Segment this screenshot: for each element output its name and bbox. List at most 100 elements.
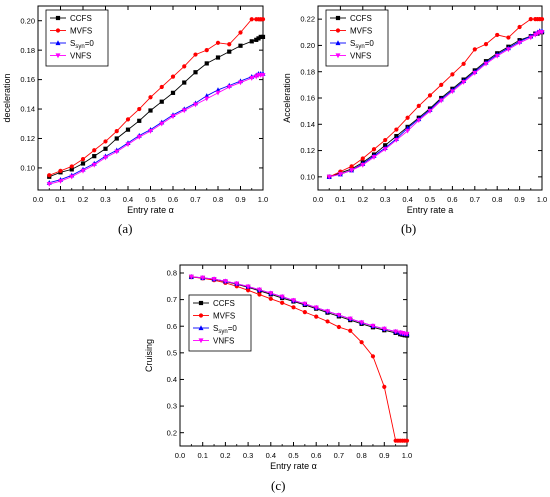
x-tick-label: 0.2	[358, 195, 368, 204]
data-point	[80, 156, 86, 162]
data-point	[148, 95, 153, 100]
y-tick-label: 0.12	[300, 146, 315, 155]
y-tick-label: 0.10	[20, 164, 35, 173]
data-point	[80, 168, 86, 174]
legend-swatch-marker	[198, 338, 204, 344]
data-point	[69, 167, 74, 172]
data-point	[517, 24, 522, 30]
data-point	[291, 298, 296, 304]
data-point	[125, 127, 131, 132]
data-point	[249, 39, 254, 44]
x-tick-label: 0.8	[213, 195, 223, 204]
data-point	[170, 74, 176, 79]
legend-swatch-marker	[335, 53, 341, 59]
data-point	[404, 331, 410, 337]
data-point	[472, 70, 478, 76]
caption-c: (c)	[271, 478, 286, 493]
chart-panel-3: 0.0 0.1 0.2 0.3 0.4 0.5 0.6 0.7 0.8 0.9 1.0 0.2 0.3 0…	[144, 264, 412, 471]
data-point	[360, 156, 365, 161]
data-point	[393, 329, 399, 335]
x-tick-label: 0.5	[288, 451, 298, 460]
y-tick-label: 0.6	[167, 322, 177, 331]
data-point	[302, 301, 308, 307]
data-point	[222, 279, 228, 284]
x-axis-label: Entry rate α	[127, 205, 174, 215]
data-point	[249, 17, 254, 22]
data-point	[234, 281, 240, 287]
data-point	[204, 96, 210, 102]
data-point	[405, 115, 410, 120]
data-point	[257, 292, 262, 297]
data-point	[382, 147, 388, 152]
data-point	[461, 61, 466, 66]
data-point	[249, 76, 255, 81]
x-tick-label: 0.0	[313, 195, 323, 204]
data-point	[103, 155, 108, 161]
data-point	[427, 93, 433, 98]
data-point	[227, 42, 232, 47]
data-point	[92, 154, 97, 159]
data-point	[483, 61, 489, 67]
x-tick-label: 0.9	[235, 195, 245, 204]
series-mvfs	[327, 17, 545, 179]
y-tick-label: 0.14	[20, 105, 35, 114]
caption-a: (a)	[118, 221, 133, 236]
data-point	[336, 312, 342, 318]
data-point	[370, 323, 376, 329]
data-point	[204, 61, 209, 66]
legend-label: Ssyn=0	[350, 39, 374, 50]
caption-b: (b)	[401, 221, 417, 236]
series-mvfs	[47, 17, 266, 178]
data-point	[472, 47, 477, 52]
data-point	[245, 284, 251, 290]
data-point	[381, 326, 387, 332]
data-point	[137, 118, 142, 123]
series-line	[49, 73, 263, 184]
data-point	[279, 294, 285, 300]
legend-label: CCFS	[350, 14, 372, 23]
data-point	[347, 316, 353, 322]
data-point	[427, 109, 433, 114]
legend-swatch-marker	[335, 15, 341, 21]
y-tick-label: 0.7	[167, 295, 177, 304]
y-tick-label: 0.4	[167, 375, 177, 384]
data-point	[528, 35, 534, 41]
data-point	[256, 287, 262, 293]
y-tick-label: 0.20	[300, 41, 315, 50]
y-tick-label: 0.2	[167, 428, 177, 437]
data-point	[505, 47, 511, 53]
y-tick-label: 0.16	[300, 94, 315, 103]
legend-label: MVFS	[213, 312, 235, 321]
data-point	[256, 36, 261, 41]
data-point	[148, 108, 153, 113]
data-point	[506, 35, 511, 40]
data-point	[46, 182, 52, 187]
legend-swatch-marker	[198, 325, 204, 331]
legend: CCFS MVFS Ssyn=0 VNFS	[45, 9, 109, 67]
x-tick-label: 0.6	[311, 451, 321, 460]
legend-swatch-marker	[55, 53, 61, 59]
y-tick-label: 0.18	[20, 46, 35, 55]
data-point	[215, 40, 221, 45]
x-tick-label: 0.3	[100, 195, 110, 204]
legend-swatch-marker	[55, 28, 61, 33]
data-point	[539, 30, 545, 35]
data-point	[182, 80, 187, 85]
x-tick-label: 0.6	[447, 195, 457, 204]
data-point	[280, 300, 285, 305]
x-tick-label: 1.0	[402, 451, 412, 460]
data-point	[370, 354, 376, 359]
legend: CCFS MVFS Ssyn=0 VNFS	[325, 9, 389, 67]
data-point	[204, 48, 209, 53]
data-point	[215, 55, 221, 60]
y-tick-label: 0.18	[300, 67, 315, 76]
data-point	[404, 438, 410, 443]
x-tick-label: 0.7	[334, 451, 344, 460]
x-tick-label: 0.4	[402, 195, 412, 204]
y-axis-label: deceleration	[2, 73, 12, 122]
legend-label: Ssyn=0	[70, 39, 94, 50]
series-vnfs	[46, 73, 266, 187]
data-point	[92, 148, 97, 153]
y-tick-label: 0.12	[20, 134, 35, 143]
x-axis-label: Entry rate a	[407, 205, 454, 215]
